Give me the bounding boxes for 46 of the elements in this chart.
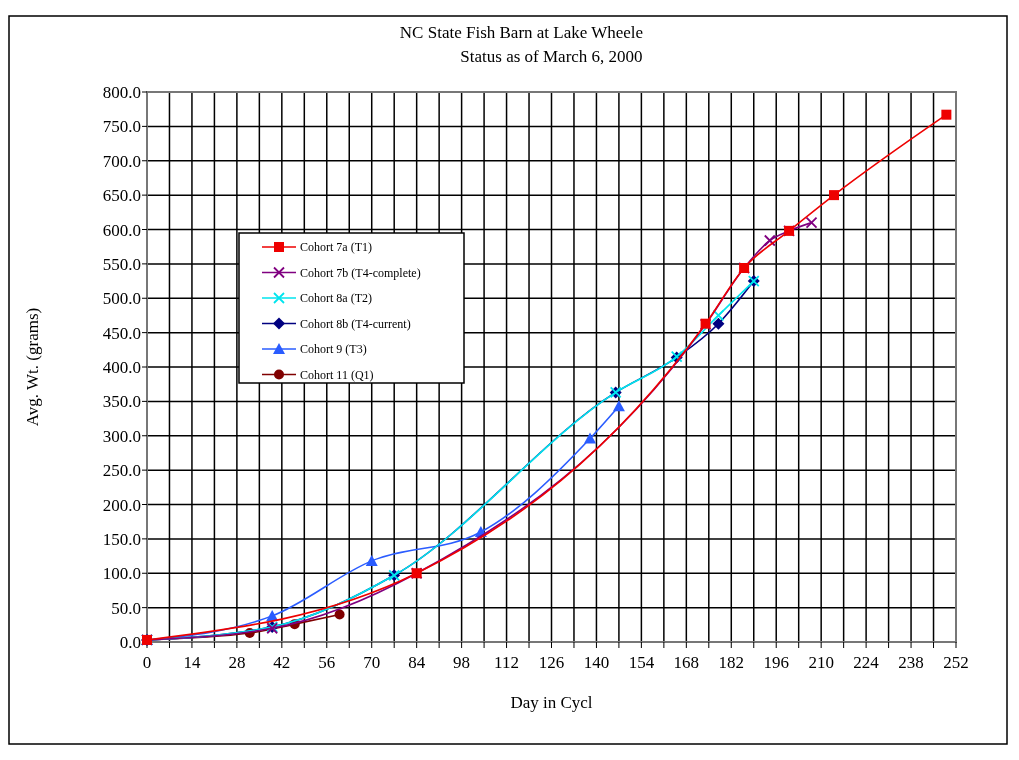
x-tick-label: 28 <box>228 653 246 672</box>
y-tick-label: 800.0 <box>102 83 141 102</box>
y-tick-label: 450.0 <box>102 323 141 343</box>
x-tick-label: 168 <box>673 653 700 672</box>
x-tick-label: 238 <box>898 653 924 672</box>
y-tick-label: 500.0 <box>102 289 141 309</box>
y-tick-label: 50.0 <box>111 598 141 618</box>
chart-subtitle: Status as of March 6, 2000 <box>460 47 643 66</box>
x-tick-label: 154 <box>628 653 655 672</box>
legend-label: Cohort 7b (T4-complete) <box>300 265 421 280</box>
x-tick-label: 252 <box>943 653 969 672</box>
x-tick-label: 42 <box>273 653 291 672</box>
x-tick-label: 140 <box>583 653 610 672</box>
x-tick-label: 112 <box>494 653 519 672</box>
x-tick-label: 182 <box>718 653 745 672</box>
x-tick-label: 196 <box>763 653 789 672</box>
y-tick-label: 400.0 <box>102 358 141 377</box>
y-axis-title: Avg. Wt. (grams) <box>23 307 42 427</box>
legend-label: Cohort 8a (T2) <box>300 291 372 305</box>
legend-label: Cohort 11 (Q1) <box>300 367 374 382</box>
x-axis-title: Day in Cycl <box>510 693 593 712</box>
x-tick-label: 0 <box>142 653 152 672</box>
chart-title: NC State Fish Barn at Lake Wheele <box>399 23 644 42</box>
x-tick-label: 70 <box>363 653 381 672</box>
x-tick-label: 84 <box>408 653 426 672</box>
y-tick-label: 550.0 <box>102 254 141 274</box>
y-tick-label: 600.0 <box>102 220 141 240</box>
y-tick-label: 250.0 <box>102 461 141 481</box>
y-tick-label: 100.0 <box>102 564 141 584</box>
x-tick-label: 98 <box>453 653 471 672</box>
legend-label: Cohort 8b (T4-current) <box>300 316 411 331</box>
x-tick-label: 210 <box>808 653 834 672</box>
x-tick-label: 224 <box>853 653 880 672</box>
x-tick-label: 126 <box>538 653 565 672</box>
y-tick-label: 0.0 <box>119 633 141 652</box>
y-tick-label: 750.0 <box>102 117 141 137</box>
y-tick-label: 350.0 <box>102 392 141 412</box>
y-tick-label: 300.0 <box>102 426 141 446</box>
x-tick-label: 56 <box>318 653 336 672</box>
y-tick-label: 150.0 <box>102 529 141 549</box>
y-tick-label: 700.0 <box>102 151 141 171</box>
x-tick-label: 14 <box>183 653 201 672</box>
legend-label: Cohort 9 (T3) <box>300 342 367 356</box>
y-tick-label: 200.0 <box>102 495 141 515</box>
y-tick-label: 650.0 <box>102 186 141 206</box>
legend-label: Cohort 7a (T1) <box>300 240 372 254</box>
